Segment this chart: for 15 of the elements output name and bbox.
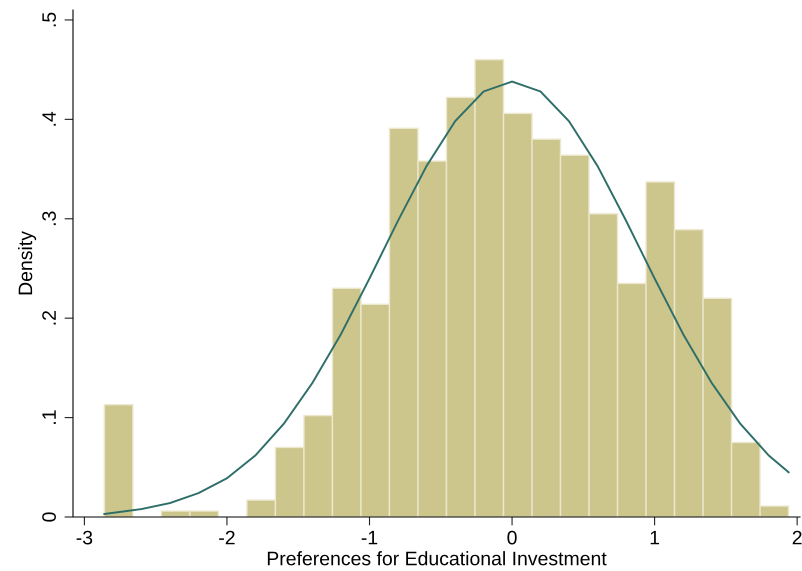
y-tick-label: .1 [42, 410, 56, 424]
x-tick-label: 1 [650, 530, 660, 544]
x-tick-label: 2 [792, 530, 802, 544]
line-series [103, 80, 790, 515]
x-axis-title: Preferences for Educational Investment [268, 551, 607, 566]
x-tick-label: 0 [507, 530, 517, 544]
y-tick-label: .4 [42, 112, 56, 126]
x-tick-label: -1 [362, 530, 378, 544]
y-tick-label: .5 [42, 12, 56, 26]
y-tick-label: 0 [42, 512, 56, 522]
x-tick-label: -2 [219, 530, 235, 544]
y-tick-label: .3 [42, 212, 56, 226]
x-tick-label: -3 [76, 530, 92, 544]
y-axis-title: Density [18, 231, 36, 294]
y-tick-label: .2 [42, 311, 56, 325]
